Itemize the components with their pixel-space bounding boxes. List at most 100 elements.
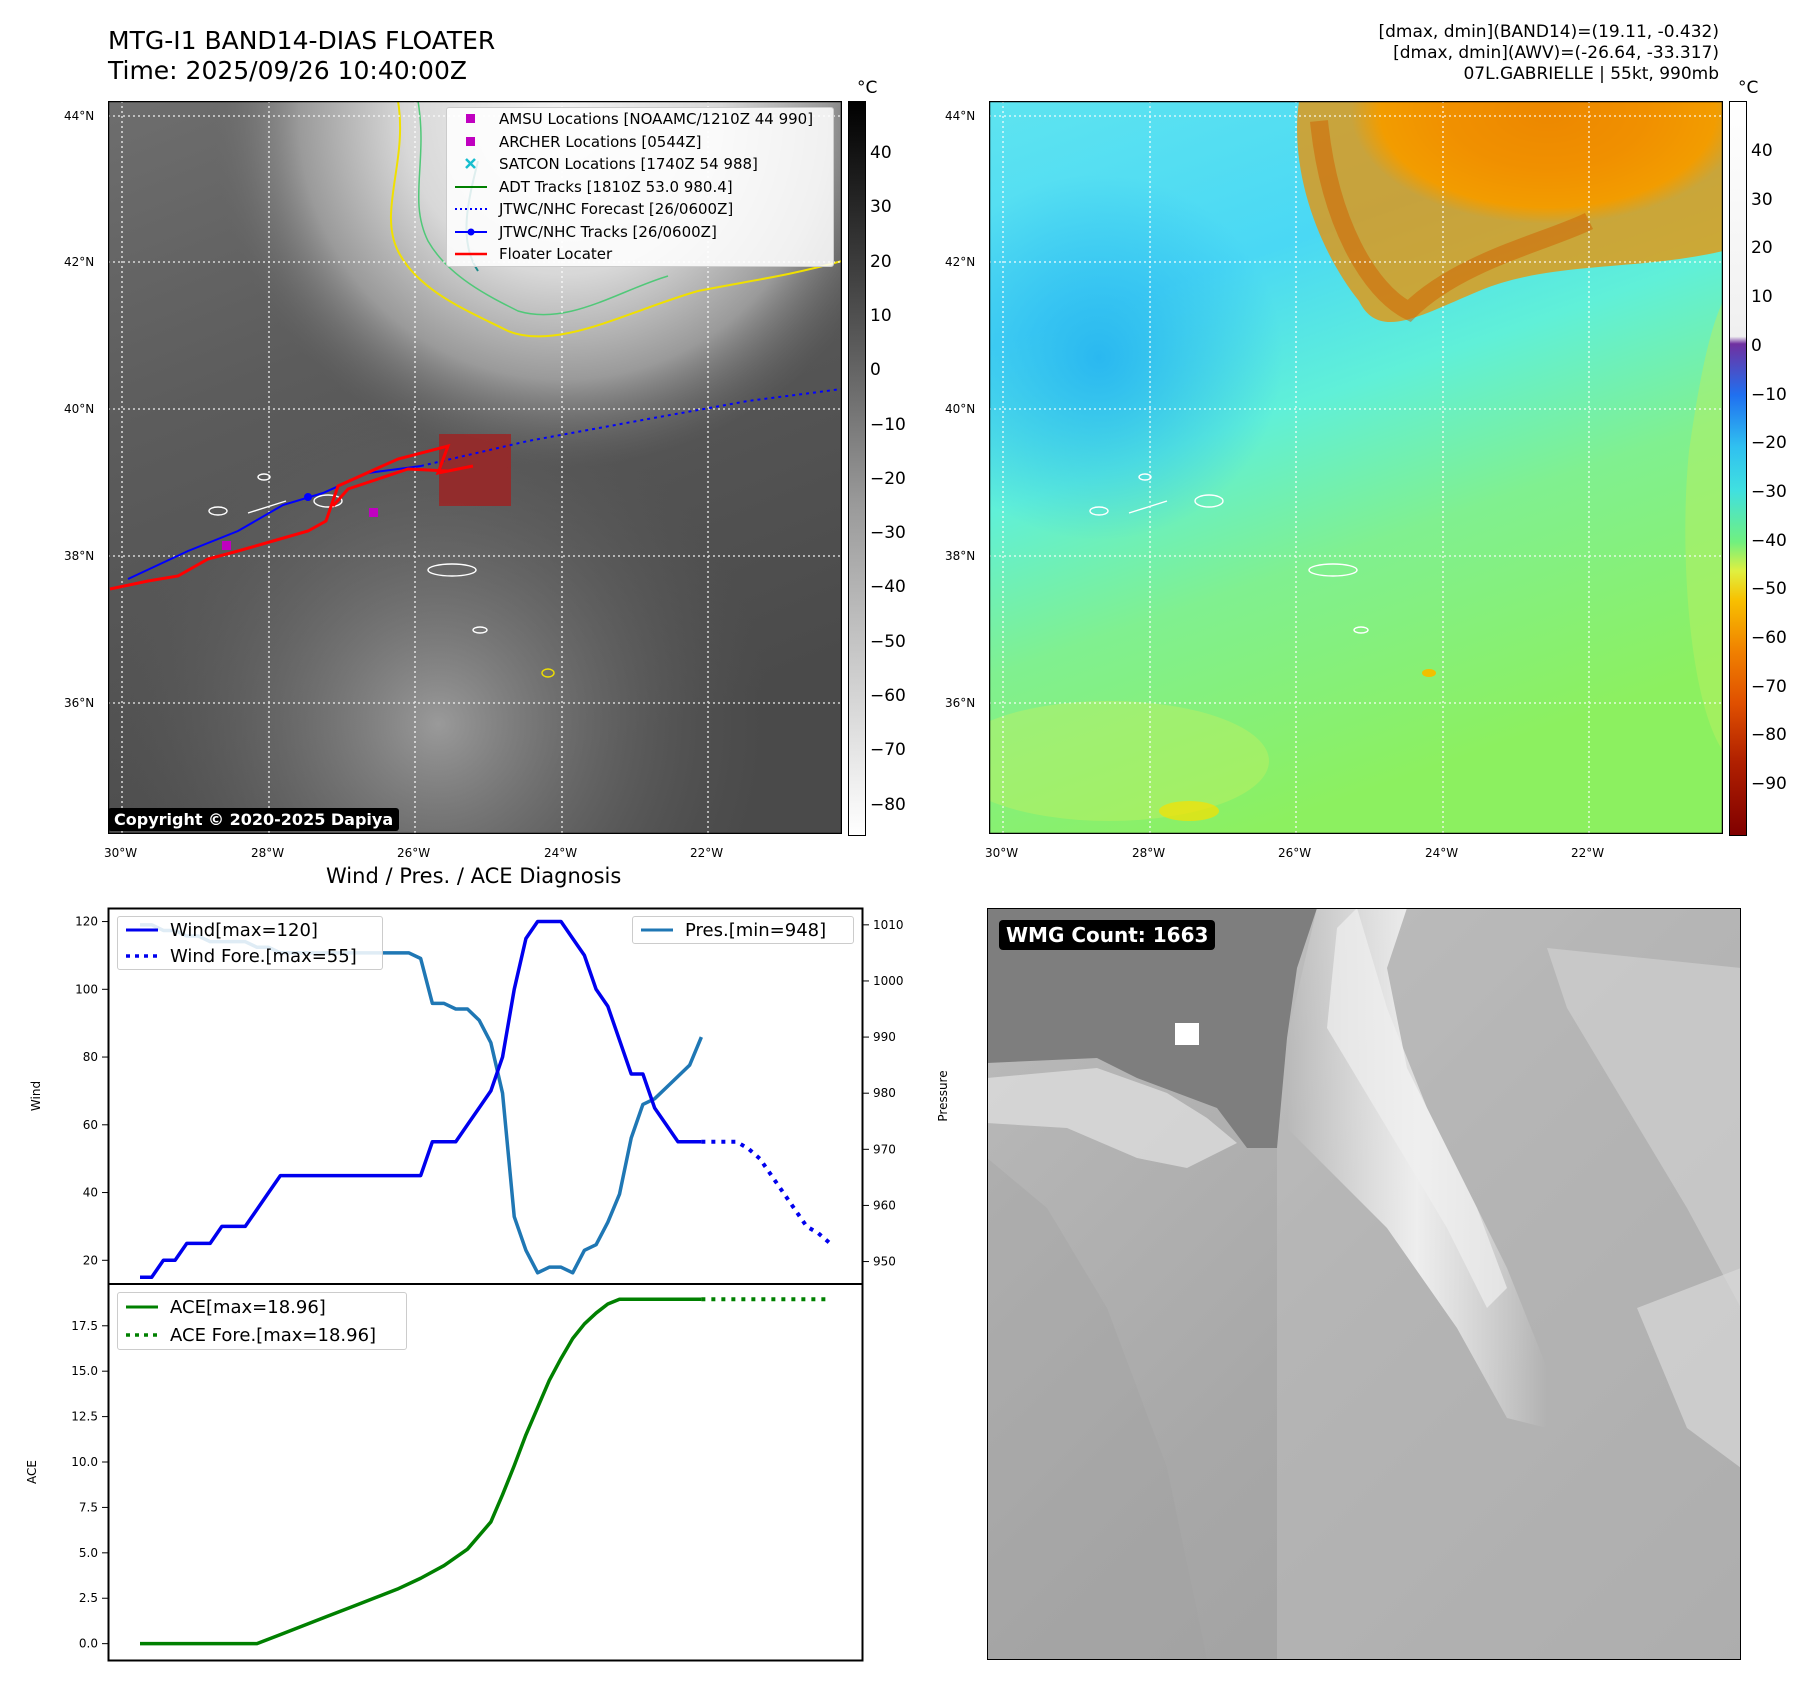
wmg-image	[987, 908, 1741, 1660]
floater-track	[109, 443, 474, 591]
forecast-track	[420, 388, 842, 467]
awv-colorbar-tick: −70	[1751, 676, 1787, 697]
diagnosis-chart: Wind Pressure ACE 120 100 80 60 40 20 1010 1000…	[25, 907, 950, 1662]
copyright-badge: Copyright © 2020-2025 Dapiya	[108, 808, 400, 831]
gray-colorbar-tick: −70	[870, 740, 906, 761]
ace-tick-label: 5.0	[79, 1546, 98, 1560]
ace-tick-label: 17.5	[71, 1319, 98, 1333]
lat-label: 42°N	[945, 255, 976, 269]
gray-colorbar-unit: °C	[857, 78, 878, 98]
wind-tick-label: 120	[75, 915, 98, 929]
awv-colorbar-tick: 0	[1751, 335, 1762, 356]
ace-tick-label: 15.0	[71, 1364, 98, 1378]
pressure-tick-label: 990	[873, 1030, 896, 1044]
map-legend: AMSU Locations [NOAAMC/1210Z 44 990] ARC…	[446, 107, 834, 267]
ace-tick-label: 7.5	[79, 1500, 98, 1514]
lon-label: 30°W	[104, 846, 138, 860]
archer-marker	[222, 541, 231, 550]
pressure-tick-label: 970	[873, 1142, 896, 1156]
gray-colorbar-tick: −30	[870, 523, 906, 544]
pressure-legend: Pres.[min=948]	[632, 916, 854, 944]
awv-range: [dmax, dmin](AWV)=(-26.64, -33.317)	[1393, 43, 1719, 63]
lat-label: 36°N	[64, 696, 95, 710]
awv-colorbar-tick: −20	[1751, 433, 1787, 454]
ace-tick-label: 10.0	[71, 1455, 98, 1469]
gray-colorbar	[848, 101, 866, 836]
wind-axis-label: Wind	[29, 1081, 43, 1111]
lat-label: 42°N	[64, 255, 95, 269]
pressure-tick-label: 950	[873, 1255, 896, 1269]
awv-colorbar-tick: 30	[1751, 189, 1773, 210]
gray-colorbar-tick: −50	[870, 631, 906, 652]
ace-line	[140, 1297, 702, 1646]
lon-label: 28°W	[1132, 846, 1166, 860]
gray-colorbar-tick: 10	[870, 305, 892, 326]
gray-colorbar-tick: 0	[870, 360, 881, 381]
timestamp: Time: 2025/09/26 10:40:00Z	[108, 56, 467, 85]
awv-colorbar-tick: −50	[1751, 579, 1787, 600]
wind-tick-label: 80	[83, 1050, 98, 1064]
lat-label: 40°N	[945, 402, 976, 416]
gray-colorbar-tick: −40	[870, 577, 906, 598]
legend-archer: ARCHER Locations [0544Z]	[447, 131, 833, 154]
pressure-tick-label: 980	[873, 1086, 896, 1100]
legend-forecast: JTWC/NHC Forecast [26/0600Z]	[455, 200, 734, 219]
main-title: MTG-I1 BAND14-DIAS FLOATER	[108, 26, 496, 55]
legend-tracks: JTWC/NHC Tracks [26/0600Z]	[447, 221, 833, 244]
diagnosis-title: Wind / Pres. / ACE Diagnosis	[326, 864, 622, 888]
legend-ace: ACE[max=18.96]	[126, 1296, 326, 1318]
pressure-tick-label: 1010	[873, 918, 904, 932]
gray-colorbar-tick: 40	[870, 143, 892, 163]
pressure-axis-label: Pressure	[936, 1070, 950, 1121]
legend-wind-forecast: Wind Fore.[max=55]	[126, 945, 357, 967]
legend-wind: Wind[max=120]	[126, 919, 318, 941]
pressure-line	[140, 923, 703, 1275]
lon-label: 22°W	[690, 846, 724, 860]
ace-tick-label: 0.0	[79, 1637, 98, 1651]
awv-colorbar-tick: −90	[1751, 774, 1787, 795]
awv-colorbar-tick: 40	[1751, 141, 1773, 161]
legend-floater: Floater Locater	[455, 245, 613, 264]
lon-label: 24°W	[544, 846, 578, 860]
lon-label: 26°W	[1278, 846, 1312, 860]
ace-tick-label: 12.5	[71, 1410, 98, 1424]
gray-colorbar-tick: −80	[870, 794, 906, 815]
gray-colorbar-tick: 30	[870, 197, 892, 218]
awv-colorbar-tick: −80	[1751, 725, 1787, 746]
wind-tick-label: 100	[75, 982, 98, 996]
ace-tick-label: 2.5	[79, 1591, 98, 1605]
wmg-count-badge: WMG Count: 1663	[999, 920, 1216, 950]
wind-forecast-line	[701, 1139, 832, 1245]
wind-line	[140, 919, 702, 1279]
lon-label: 22°W	[1571, 846, 1605, 860]
lat-label: 36°N	[945, 696, 976, 710]
lon-label: 30°W	[985, 846, 1019, 860]
awv-colorbar-tick: −40	[1751, 530, 1787, 551]
gray-colorbar-tick: −10	[870, 414, 906, 435]
lat-label: 40°N	[64, 402, 95, 416]
legend-ace-forecast: ACE Fore.[max=18.96]	[126, 1324, 377, 1346]
band14-range: [dmax, dmin](BAND14)=(19.11, -0.432)	[1378, 22, 1719, 42]
storm-info: 07L.GABRIELLE | 55kt, 990mb	[1463, 64, 1719, 84]
awv-colorbar-unit: °C	[1738, 78, 1759, 98]
legend-satcon: SATCON Locations [1740Z 54 988]	[447, 153, 833, 176]
awv-colorbar-tick: −30	[1751, 481, 1787, 502]
ace-axis-label: ACE	[25, 1460, 39, 1484]
lat-label: 44°N	[945, 109, 976, 123]
ace-legend: ACE[max=18.96] ACE Fore.[max=18.96]	[117, 1292, 407, 1350]
awv-colorbar-tick: 10	[1751, 287, 1773, 308]
legend-adt: ADT Tracks [1810Z 53.0 980.4]	[455, 177, 733, 196]
wind-tick-label: 20	[83, 1253, 98, 1267]
wind-tick-label: 40	[83, 1186, 98, 1200]
pressure-tick-label: 960	[873, 1198, 896, 1212]
gray-colorbar-tick: 20	[870, 251, 892, 272]
lat-label: 38°N	[64, 549, 95, 563]
awv-colorbar-tick: 20	[1751, 238, 1773, 259]
lon-label: 28°W	[251, 846, 285, 860]
wind-tick-label: 60	[83, 1118, 98, 1132]
awv-map	[989, 101, 1723, 834]
awv-colorbar	[1729, 101, 1747, 836]
lon-label: 24°W	[1425, 846, 1459, 860]
legend-pressure: Pres.[min=948]	[641, 919, 827, 941]
gray-colorbar-tick: −20	[870, 468, 906, 489]
